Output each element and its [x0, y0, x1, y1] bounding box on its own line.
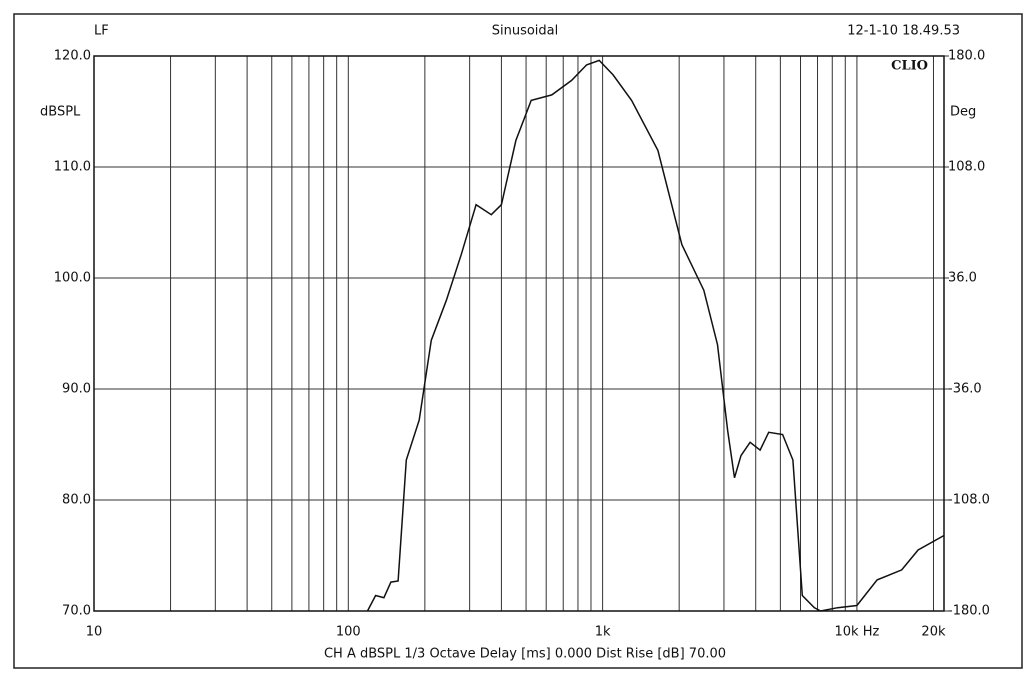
y-tick-label: 120.0	[54, 49, 91, 64]
y2-tick-label: -108.0	[948, 493, 990, 508]
footer: CH A dBSPL 1/3 Octave Delay [ms] 0.000 D…	[324, 647, 726, 662]
y2-tick-label: -180.0	[948, 604, 990, 619]
y-tick-label: 70.0	[62, 604, 91, 619]
brand: CLIO	[891, 59, 928, 74]
y2-tick-label: 36.0	[948, 271, 977, 286]
x-tick-label: 100	[336, 625, 361, 640]
y-tick-label: 100.0	[54, 271, 91, 286]
response-line	[366, 59, 945, 612]
x-tick-label: 10k Hz	[835, 625, 880, 640]
y-tick-label: 90.0	[62, 382, 91, 397]
frame	[13, 13, 1023, 669]
x-tick-label: 1k	[595, 625, 611, 640]
y2-tick-label: 180.0	[948, 49, 985, 64]
y-axis-label: dBSPL	[40, 105, 81, 120]
y-tick-label: 80.0	[62, 493, 91, 508]
y2-tick-label: -36.0	[948, 382, 982, 397]
plot-border	[93, 55, 945, 612]
x-tick-label: 20k	[921, 625, 946, 640]
timestamp: 12-1-10 18.49.53	[847, 24, 960, 39]
header-left: LF	[94, 24, 109, 39]
x-tick-label: 10	[86, 625, 103, 640]
y2-tick-label: 108.0	[948, 160, 985, 175]
chart-title: Sinusoidal	[492, 24, 559, 39]
y2-axis-label: Deg	[950, 105, 976, 120]
y-tick-label: 110.0	[54, 160, 91, 175]
